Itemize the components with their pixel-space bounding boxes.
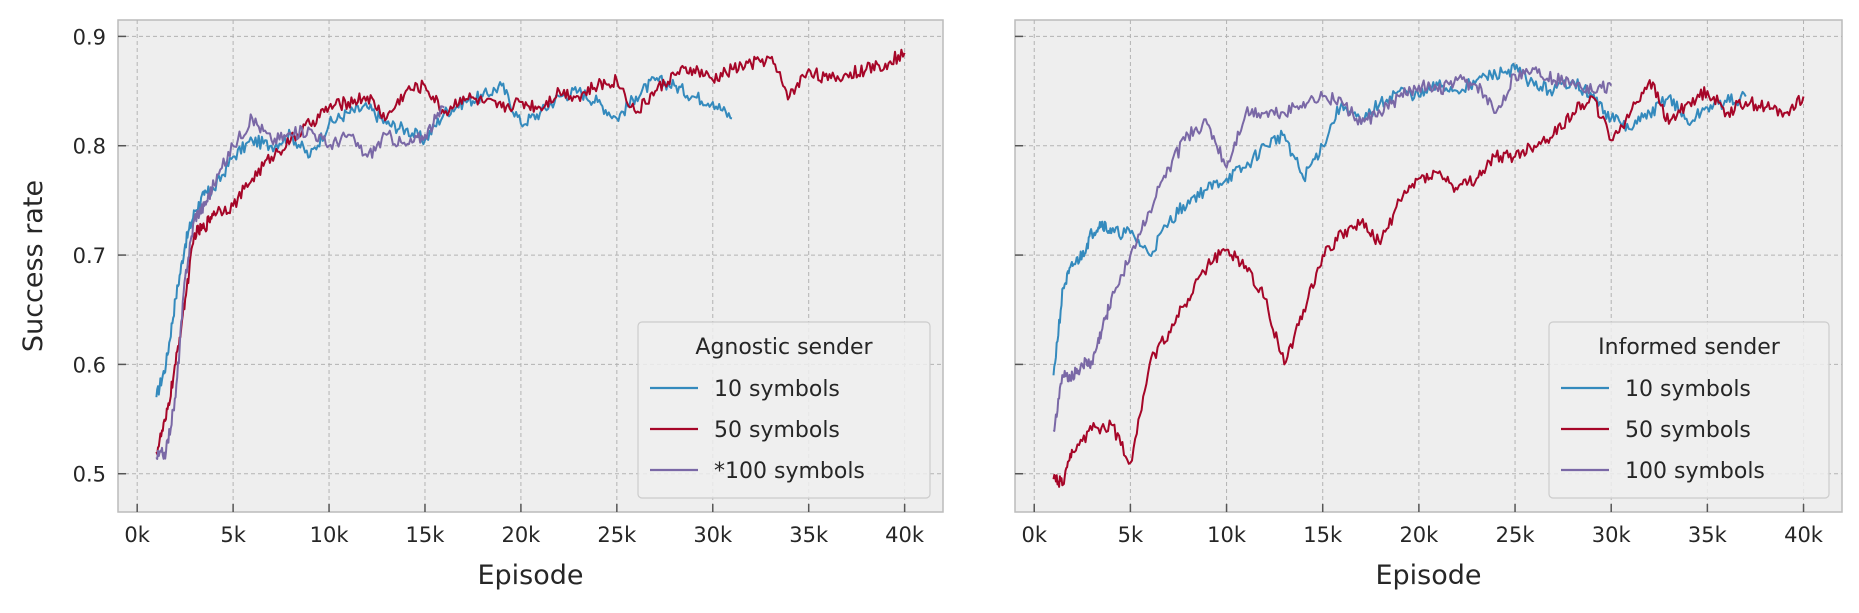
x-tick-label: 25k bbox=[1496, 523, 1536, 547]
x-axis-title: Episode bbox=[1375, 560, 1481, 591]
series-line-1 bbox=[1052, 62, 1747, 376]
legend: Informed sender 10 symbols 50 symbols 100 s… bbox=[1548, 321, 1830, 499]
legend-entry: 50 symbols bbox=[714, 418, 840, 443]
legend-box bbox=[1548, 321, 1830, 499]
x-tick-label: 5k bbox=[220, 523, 246, 547]
x-tick-label: 20k bbox=[1399, 523, 1439, 547]
series-line-2 bbox=[1052, 79, 1805, 488]
legend-entry: 10 symbols bbox=[1625, 377, 1751, 402]
y-axis-title: Success rate bbox=[18, 180, 49, 352]
chart-panel-1: 0k 5k 10k 15k 20k 25k 30k 35k 40k 0.5 0.6 0.7 0.8 0.9… bbox=[18, 19, 944, 591]
series-line-2 bbox=[155, 48, 906, 456]
chart-panel-2: 0k 5k 10k 15k 20k 25k 30k 35k 40k Episode Informed… bbox=[1014, 19, 1843, 591]
x-tick-label: 15k bbox=[406, 523, 446, 547]
y-tick-label: 0.8 bbox=[73, 135, 106, 159]
x-tick-label: 30k bbox=[1592, 523, 1632, 547]
legend-entry: *100 symbols bbox=[714, 459, 865, 484]
x-tick-label: 10k bbox=[1207, 523, 1247, 547]
x-tick-label: 10k bbox=[310, 523, 350, 547]
x-tick-label: 0k bbox=[124, 523, 150, 547]
legend: Agnostic sender 10 symbols 50 symbols *100 … bbox=[637, 321, 931, 499]
x-axis-title: Episode bbox=[477, 560, 583, 591]
legend-title: Agnostic sender bbox=[695, 335, 873, 360]
legend-box bbox=[637, 321, 931, 499]
x-tick-label: 5k bbox=[1118, 523, 1144, 547]
legend-entry: 100 symbols bbox=[1625, 459, 1765, 484]
legend-title: Informed sender bbox=[1598, 335, 1781, 360]
x-tick-label: 40k bbox=[885, 523, 925, 547]
x-tick-label: 25k bbox=[597, 523, 637, 547]
series-line-3 bbox=[1052, 66, 1613, 432]
x-tick-label: 0k bbox=[1021, 523, 1047, 547]
legend-entry: 10 symbols bbox=[714, 377, 840, 402]
series-line-3 bbox=[155, 105, 445, 460]
y-tick-label: 0.7 bbox=[73, 244, 106, 268]
x-tick-label: 20k bbox=[501, 523, 541, 547]
y-tick-label: 0.5 bbox=[73, 463, 106, 487]
x-tick-label: 15k bbox=[1303, 523, 1343, 547]
x-tick-label: 30k bbox=[693, 523, 733, 547]
x-tick-label: 35k bbox=[789, 523, 829, 547]
x-tick-label: 40k bbox=[1784, 523, 1824, 547]
y-tick-label: 0.9 bbox=[73, 25, 106, 49]
y-tick-label: 0.6 bbox=[73, 353, 106, 377]
legend-entry: 50 symbols bbox=[1625, 418, 1751, 443]
x-tick-label: 35k bbox=[1688, 523, 1728, 547]
